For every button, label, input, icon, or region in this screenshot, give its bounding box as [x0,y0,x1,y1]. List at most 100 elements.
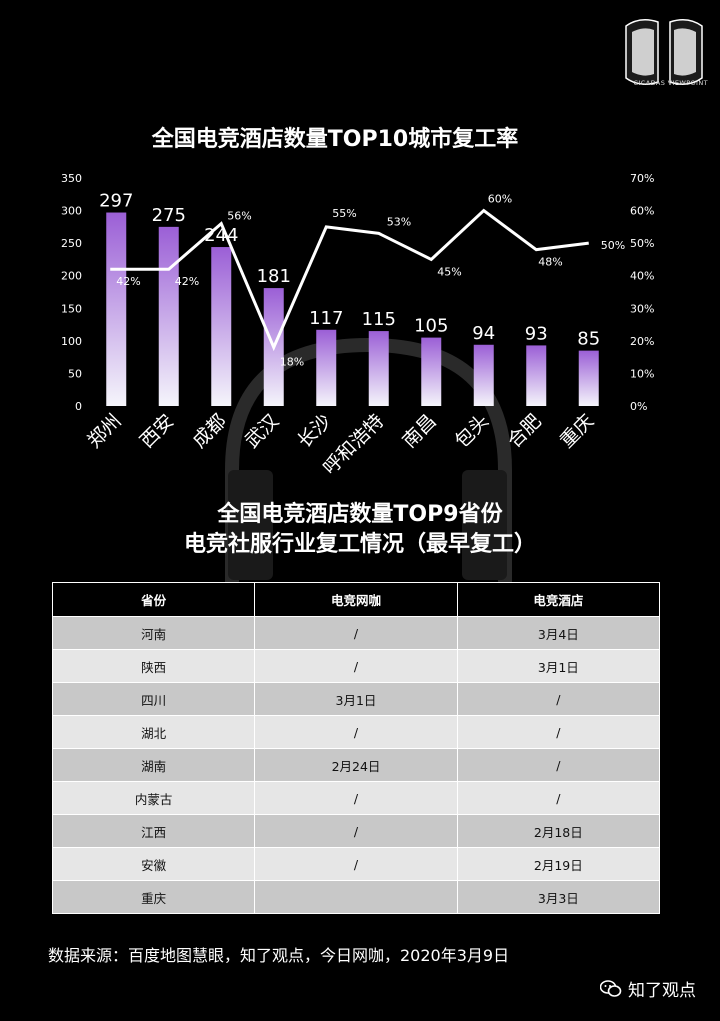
y-right-tick-label: 30% [630,302,654,315]
header-internet-cafe: 电竞网咖 [254,582,458,617]
chart-title: 全国电竞酒店数量TOP10城市复工率 [151,127,519,152]
bar [578,350,599,406]
bar-value-label: 181 [257,266,291,287]
bar-value-label: 94 [472,323,495,344]
header-esports-hotel: 电竞酒店 [456,582,661,617]
table-row: 湖南 2月24日 / [51,748,661,782]
bar [106,212,127,406]
data-source-note: 数据来源：百度地图慧眼，知了观点，今日网咖，2020年3月9日 [48,946,510,965]
table-row: 安徽/2月19日 [51,847,661,881]
table-row: 湖北 / / [51,715,661,749]
bar [473,344,494,406]
x-category-label: 重庆 [556,410,598,452]
cell-province: 湖南 [51,748,256,782]
rate-value-label: 60% [488,193,512,206]
table-row: 重庆 3月3日 [51,880,661,914]
bar-value-label: 115 [362,309,396,330]
rate-value-label: 45% [437,265,461,278]
rate-value-label: 55% [332,207,356,220]
recovery-rate-line [110,208,589,352]
cell-province: 四川 [51,682,256,716]
cell-hotel: 2月19日 [456,847,661,881]
cell-hotel: / [456,748,661,782]
y-left-tick-label: 150 [61,302,82,315]
table-header-row: 省份 电竞网咖 电竞酒店 [51,582,661,617]
rate-value-label: 56% [227,210,251,223]
rate-value-label: 42% [116,275,140,288]
cell-hotel: 3月4日 [456,616,661,650]
cell-cafe: / [254,616,458,650]
cell-province: 江西 [51,814,256,848]
x-category-label: 成都 [188,410,230,452]
rate-value-label: 42% [175,275,199,288]
y-right-tick-label: 10% [630,367,654,380]
y-left-tick-label: 300 [61,205,82,218]
bar-value-label: 275 [152,205,186,226]
cell-hotel: 2月18日 [456,814,661,848]
y-left-tick-label: 50 [68,367,82,380]
cell-hotel: 3月1日 [456,649,661,683]
cell-cafe: / [254,715,458,749]
x-category-label: 郑州 [83,410,125,452]
table-row: 四川 3月1日 / [51,682,661,716]
cell-hotel: / [456,682,661,716]
cell-hotel: / [456,781,661,815]
bar [316,329,337,406]
wechat-label: 知了观点 [628,981,696,1001]
y-left-tick-label: 350 [61,172,82,185]
table-row: 江西/2月18日 [51,814,661,848]
y-right-tick-label: 20% [630,335,654,348]
x-category-label: 长沙 [293,410,335,452]
rate-value-label: 48% [538,256,562,269]
rate-value-label: 18% [280,355,304,368]
bar-value-label: 93 [525,323,548,344]
y-right-tick-label: 0% [630,400,647,413]
y-right-tick-label: 40% [630,270,654,283]
bar-value-label: 85 [577,329,600,350]
bar [421,337,442,406]
cell-cafe: / [254,814,458,848]
cell-province: 重庆 [51,880,256,914]
bar-value-label: 105 [414,316,448,337]
table-title: 全国电竞酒店数量TOP9省份 电竞社服行业复工情况（最早复工） [0,500,720,560]
x-category-label: 合肥 [503,410,545,452]
bar [211,247,232,406]
cell-hotel: / [456,715,661,749]
wechat-account: 知了观点 [600,976,696,1001]
cell-cafe [254,880,458,914]
table-row: 河南/3月4日 [51,616,661,650]
province-recovery-table: 省份 电竞网咖 电竞酒店 河南/3月4日 陕西/3月1日 四川 3月1日 / 湖北 /… [51,582,661,914]
bar [526,345,547,406]
cell-province: 河南 [51,616,256,650]
x-category-label: 武汉 [241,410,283,452]
brand-name: CICADAS VIEWPOINT [633,79,708,87]
cell-province: 内蒙古 [51,781,256,815]
cell-province: 安徽 [51,847,256,881]
y-left-tick-label: 250 [61,237,82,250]
bar-value-label: 297 [99,191,133,212]
cell-cafe: / [254,781,458,815]
table-title-line1: 全国电竞酒店数量TOP9省份 [217,502,503,527]
city-recovery-chart: 0 50 100 150 200 250 300 350 0% 10% 20% 30% 40% 50% 6… [61,172,654,479]
header-province: 省份 [51,582,256,617]
y-left-tick-label: 0 [75,400,82,413]
cell-hotel: 3月3日 [456,880,661,914]
cell-cafe: / [254,847,458,881]
x-category-label: 包头 [451,410,493,452]
cicadas-logo-icon [625,19,703,85]
cell-cafe: 3月1日 [254,682,458,716]
y-left-tick-label: 200 [61,270,82,283]
x-category-label: 西安 [136,410,178,452]
cell-province: 陕西 [51,649,256,683]
table-row: 陕西/3月1日 [51,649,661,683]
rate-value-label: 53% [387,215,411,228]
wechat-icon [600,979,622,997]
bar-value-label: 117 [309,308,343,329]
table-row: 内蒙古 / / [51,781,661,815]
cell-cafe: / [254,649,458,683]
table-title-line2: 电竞社服行业复工情况（最早复工） [183,532,536,557]
y-right-tick-label: 70% [630,172,654,185]
y-left-tick-label: 100 [61,335,82,348]
bar [368,331,389,406]
